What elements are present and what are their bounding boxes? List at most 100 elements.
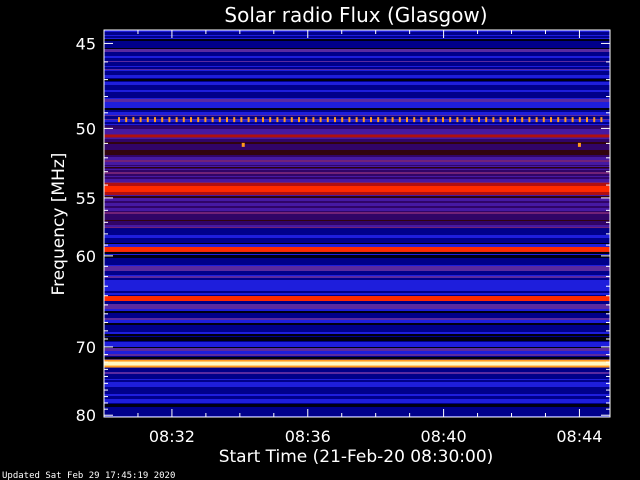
spectrum-row [104, 129, 610, 132]
emission-dot [521, 117, 524, 123]
spectrum-row [104, 224, 610, 225]
spectrum-row [104, 160, 610, 162]
spectrum-row [104, 280, 610, 283]
spectrum-row [104, 413, 610, 414]
spectrum-row [104, 252, 610, 254]
spectrum-row [104, 66, 610, 67]
y-tick-label: 50 [76, 119, 96, 138]
emission-dot [161, 117, 164, 123]
spectrum-row [104, 325, 610, 327]
spectrum-row [104, 39, 610, 41]
spectrum-row [104, 79, 610, 81]
spectrum-row [104, 115, 610, 116]
spectrum-row [104, 304, 610, 306]
spectrum-row [104, 112, 610, 115]
spectrum-row [104, 397, 610, 399]
x-axis-label: Start Time (21-Feb-20 08:30:00) [219, 447, 494, 467]
spectrum-row [104, 385, 610, 387]
spectrum-row [104, 73, 610, 75]
spectrum-row [104, 244, 610, 245]
spectrum-row [104, 125, 610, 128]
spectrum-row [104, 177, 610, 179]
spectrum-row [104, 82, 610, 85]
spectrum-row [104, 165, 610, 166]
spectrum-row [104, 128, 610, 129]
spectrum-row [104, 291, 610, 293]
emission-dot [190, 117, 192, 123]
emission-dot [326, 117, 329, 123]
spectrum-row [104, 334, 610, 336]
spectrum-row [104, 318, 610, 320]
spectrum-row [104, 254, 610, 255]
spectrum-row [104, 342, 610, 344]
y-axis: 45 50 55 60 70 80 [76, 34, 610, 425]
spectrum-row [104, 407, 610, 409]
spectrum-row [104, 403, 610, 404]
x-tick-label: 08:36 [285, 427, 331, 446]
emission-dot [355, 117, 358, 123]
emission-dot [434, 117, 437, 123]
emission-dot [348, 117, 351, 123]
spectrum-row [104, 221, 610, 224]
spectrum-row [104, 194, 610, 196]
emission-dot [600, 117, 603, 123]
emission-dot [535, 117, 538, 123]
spectrum-row [104, 230, 610, 233]
emission-band [104, 295, 610, 301]
spectrum-row [104, 389, 610, 392]
emission-dot [427, 117, 430, 123]
spectrum-row [104, 56, 610, 58]
spectrum-row [104, 409, 610, 410]
emission-band [104, 361, 610, 366]
emission-dot [182, 117, 185, 123]
spectrum-row [104, 414, 610, 416]
spectrum-row [104, 377, 610, 378]
spectrum-row [104, 375, 610, 376]
spectrum-row [104, 108, 610, 110]
spectrum-row [104, 92, 610, 94]
spectrum-row [104, 311, 610, 313]
emission-dot [506, 117, 509, 123]
footer-timestamp: Updated Sat Feb 29 17:45:19 2020 [2, 471, 175, 480]
spectrum-row [104, 348, 610, 351]
spectrum-row [104, 71, 610, 73]
spectrum-row [104, 387, 610, 389]
spectrum-row [104, 88, 610, 90]
emission-dot [370, 117, 372, 123]
spectrum-row [104, 166, 610, 167]
spectrum-row [104, 372, 610, 374]
spectrum-row [104, 216, 610, 219]
spectrum-row [104, 85, 610, 88]
y-tick-label: 55 [76, 189, 96, 208]
emission-dot [571, 117, 574, 123]
spectrum-row [104, 410, 610, 413]
spectrum-row [104, 380, 610, 382]
spectrum-row [104, 196, 610, 198]
spectrum-row [104, 286, 610, 287]
spectrum-row [104, 266, 610, 269]
spectrum-row [104, 241, 610, 243]
spectrum-row [104, 144, 610, 145]
spectrum-row [104, 110, 610, 111]
spectrum-row [104, 137, 610, 139]
spectrum-row [104, 239, 610, 241]
spectrum-row [104, 158, 610, 160]
spectrum-row [104, 374, 610, 375]
spectrum-row [104, 341, 610, 342]
spectrum-row [104, 69, 610, 70]
spectrum-row [104, 306, 610, 309]
spectrum-row [104, 339, 610, 341]
emission-dot [305, 117, 308, 123]
emission-dot [550, 117, 552, 123]
emission-dot [398, 117, 401, 123]
emission-dot [449, 117, 452, 123]
spectrum-row [104, 67, 610, 69]
spectrum-row [104, 155, 610, 157]
y-tick-label: 80 [76, 406, 96, 425]
spectrum-row [104, 337, 610, 339]
y-tick-label: 60 [76, 247, 96, 266]
spectrum-row [104, 309, 610, 311]
spectrum-row [104, 293, 610, 295]
emission-dot [485, 117, 488, 123]
